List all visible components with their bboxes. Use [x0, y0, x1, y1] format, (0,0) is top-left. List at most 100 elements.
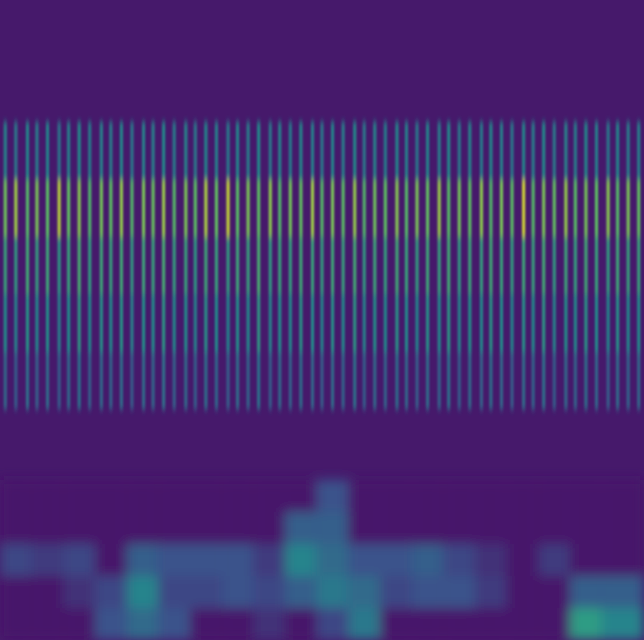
pulse-cell: [500, 294, 503, 352]
low-band-cell: [0, 480, 32, 512]
low-band-cell: [127, 512, 159, 544]
pulse-cell: [289, 179, 292, 237]
pulse-cell: [142, 294, 145, 352]
low-band-cell: [475, 608, 507, 640]
pulse-cell: [257, 179, 260, 237]
pulse-cell: [480, 179, 483, 237]
pulse-cell: [607, 294, 610, 352]
pulse-cell: [257, 294, 260, 352]
pulse-cell: [67, 122, 70, 180]
pulse-cell: [100, 122, 103, 180]
low-band-cell: [443, 480, 475, 512]
pulse-cell: [204, 179, 207, 237]
low-band-cell: [127, 480, 159, 512]
pulse-cell: [26, 294, 29, 352]
low-band-cell: [190, 512, 222, 544]
pulse-cell: [67, 237, 70, 295]
pulse-cell: [363, 179, 366, 237]
low-band-cell: [158, 480, 190, 512]
pulse-cell: [584, 294, 587, 352]
low-band-cell: [253, 576, 285, 608]
pulse-cell: [289, 352, 292, 410]
pulse-cell: [247, 352, 250, 410]
low-band-cell: [507, 608, 539, 640]
pulse-cell: [447, 352, 450, 410]
pulse-cell: [278, 352, 281, 410]
low-band-cell: [538, 512, 570, 544]
pulse-cell: [373, 352, 376, 410]
pulse-cell: [35, 237, 38, 295]
pulse-cell: [458, 122, 461, 180]
low-band-cell: [443, 608, 475, 640]
low-band-cell: [348, 512, 380, 544]
pulse-cell: [78, 122, 81, 180]
pulse-cell: [564, 352, 567, 410]
pulse-cell: [384, 352, 387, 410]
pulse-cell: [637, 352, 640, 410]
pulse-cell: [227, 237, 230, 295]
plot-background: [0, 0, 644, 640]
pulse-cell: [162, 179, 165, 237]
pulse-cell: [152, 122, 155, 180]
pulse-cell: [142, 352, 145, 410]
pulse-cell: [215, 294, 218, 352]
pulse-cell: [542, 179, 545, 237]
low-band-cell: [0, 544, 32, 576]
pulse-cell: [616, 122, 619, 180]
pulse-cell: [511, 352, 514, 410]
pulse-cell: [109, 352, 112, 410]
pulse-cell: [311, 294, 314, 352]
pulse-cell: [342, 179, 345, 237]
pulse-cell: [426, 294, 429, 352]
low-band-cell: [507, 480, 539, 512]
low-band-cell: [32, 480, 64, 512]
plot-area: [0, 122, 644, 640]
pulse-cell: [78, 294, 81, 352]
pulse-cell: [204, 122, 207, 180]
pulse-cell: [564, 179, 567, 237]
pulse-cell: [542, 122, 545, 180]
pulse-cell: [532, 237, 535, 295]
low-band-cell: [443, 544, 475, 576]
pulse-cell: [458, 294, 461, 352]
pulse-cell: [109, 122, 112, 180]
pulse-cell: [373, 122, 376, 180]
low-band-cell: [63, 576, 95, 608]
pulse-cell: [311, 352, 314, 410]
pulse-cell: [173, 179, 176, 237]
spectrogram: [0, 0, 644, 640]
low-band-cell: [602, 576, 644, 608]
pulse-cell: [447, 179, 450, 237]
pulse-cell: [269, 122, 272, 180]
low-band-cell: [32, 512, 64, 544]
pulse-cell: [109, 179, 112, 237]
pulse-cell: [627, 237, 630, 295]
pulse-cell: [416, 352, 419, 410]
low-band-cell: [443, 576, 475, 608]
pulse-cell: [321, 352, 324, 410]
pulse-cell: [100, 237, 103, 295]
pulse-cell: [373, 179, 376, 237]
low-band-cell: [412, 576, 444, 608]
pulse-cell: [311, 237, 314, 295]
pulse-cell: [616, 352, 619, 410]
pulse-cell: [522, 122, 525, 180]
pulse-cell: [331, 179, 334, 237]
pulse-cell: [595, 237, 598, 295]
low-band-cell: [348, 544, 380, 576]
low-band-cell: [570, 544, 602, 576]
pulse-cell: [88, 237, 91, 295]
low-band-cell: [63, 512, 95, 544]
pulse-cell: [405, 237, 408, 295]
pulse-cell: [553, 352, 556, 410]
pulse-cell: [468, 122, 471, 180]
pulse-cell: [4, 352, 7, 410]
pulse-cell: [257, 237, 260, 295]
pulse-cell: [321, 122, 324, 180]
low-band-cell: [570, 576, 602, 608]
pulse-cell: [236, 179, 239, 237]
pulse-cell: [58, 179, 61, 237]
pulse-cell: [511, 237, 514, 295]
pulse-cell: [405, 294, 408, 352]
pulse-cell: [58, 352, 61, 410]
